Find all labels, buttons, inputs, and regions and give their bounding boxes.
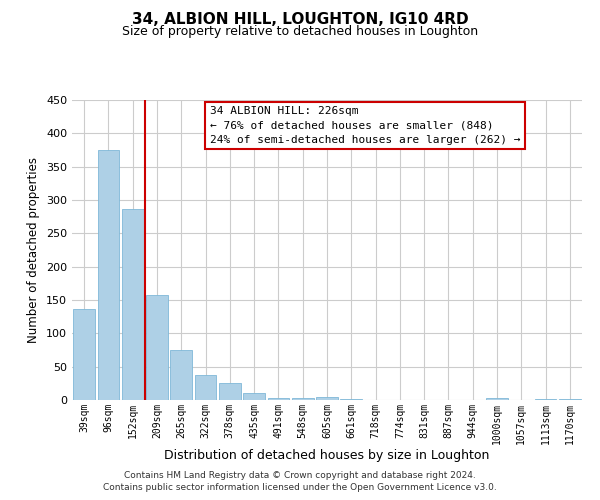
Y-axis label: Number of detached properties: Number of detached properties	[28, 157, 40, 343]
Text: 34 ALBION HILL: 226sqm
← 76% of detached houses are smaller (848)
24% of semi-de: 34 ALBION HILL: 226sqm ← 76% of detached…	[210, 106, 520, 145]
Bar	[170, 350, 192, 400]
Bar	[122, 208, 143, 400]
X-axis label: Distribution of detached houses by size in Loughton: Distribution of detached houses by size …	[164, 450, 490, 462]
Bar	[559, 398, 581, 400]
Text: Contains HM Land Registry data © Crown copyright and database right 2024.: Contains HM Land Registry data © Crown c…	[124, 471, 476, 480]
Bar	[535, 398, 556, 400]
Bar	[146, 294, 168, 400]
Bar	[292, 398, 314, 400]
Text: 34, ALBION HILL, LOUGHTON, IG10 4RD: 34, ALBION HILL, LOUGHTON, IG10 4RD	[131, 12, 469, 28]
Text: Contains public sector information licensed under the Open Government Licence v3: Contains public sector information licen…	[103, 484, 497, 492]
Bar	[268, 398, 289, 400]
Bar	[486, 398, 508, 400]
Bar	[219, 384, 241, 400]
Bar	[97, 150, 119, 400]
Bar	[316, 396, 338, 400]
Bar	[73, 308, 95, 400]
Bar	[243, 392, 265, 400]
Bar	[340, 398, 362, 400]
Text: Size of property relative to detached houses in Loughton: Size of property relative to detached ho…	[122, 25, 478, 38]
Bar	[194, 374, 217, 400]
